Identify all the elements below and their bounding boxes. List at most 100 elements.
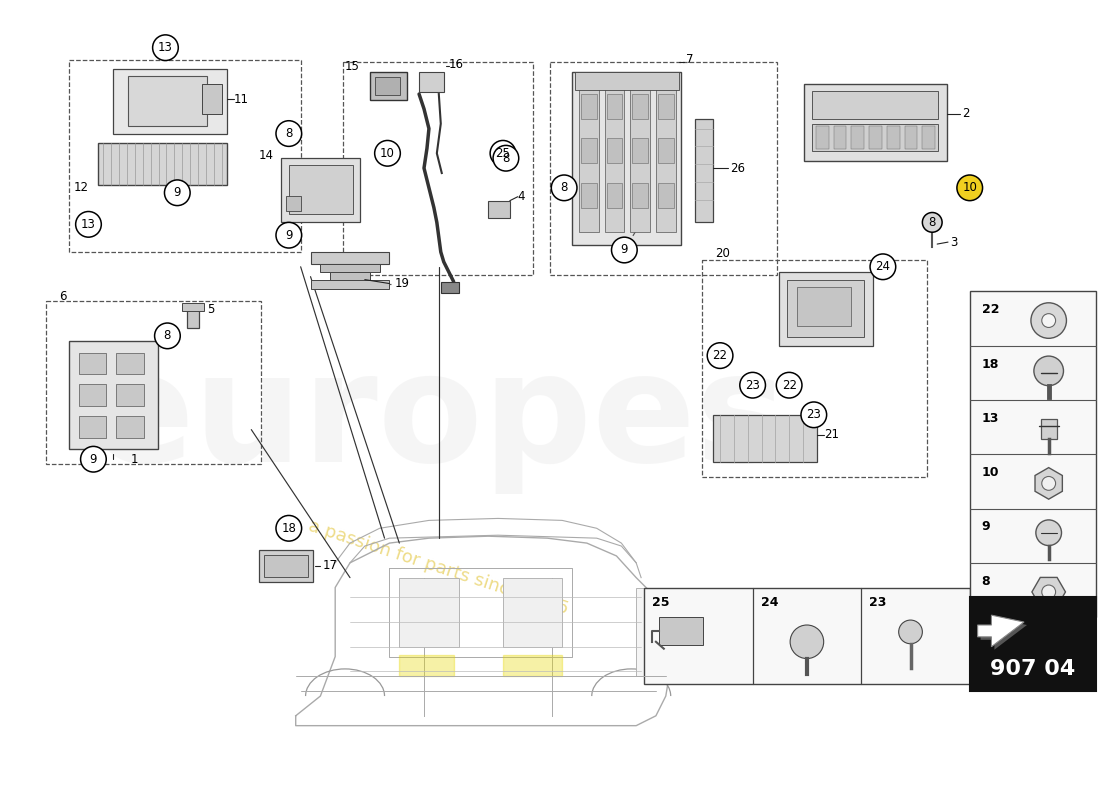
Bar [575, 72, 679, 90]
Text: 21: 21 [824, 428, 838, 441]
Text: 8: 8 [561, 182, 568, 194]
Bar [78, 353, 107, 374]
Polygon shape [980, 618, 1027, 650]
Bar [1041, 419, 1057, 439]
Circle shape [870, 254, 895, 280]
Bar [419, 72, 443, 92]
Circle shape [493, 146, 519, 171]
Bar [113, 70, 227, 134]
Bar [78, 416, 107, 438]
Polygon shape [399, 654, 453, 676]
Bar [798, 286, 851, 326]
Bar [202, 84, 222, 114]
Text: 10: 10 [962, 182, 977, 194]
Bar [606, 183, 623, 207]
Text: 3: 3 [950, 236, 957, 249]
Bar [656, 79, 675, 232]
Text: 16: 16 [449, 58, 464, 71]
Bar [581, 94, 596, 118]
Bar [117, 353, 144, 374]
Circle shape [1034, 356, 1064, 386]
Text: 18: 18 [981, 358, 999, 370]
Text: 13: 13 [158, 41, 173, 54]
Text: 13: 13 [981, 412, 999, 425]
Text: 17: 17 [322, 559, 338, 572]
Circle shape [76, 211, 101, 237]
Bar [375, 78, 400, 95]
Bar [904, 126, 917, 150]
Bar [117, 416, 144, 438]
Circle shape [790, 625, 824, 658]
Bar [887, 126, 900, 150]
Text: 23: 23 [806, 408, 822, 422]
Bar [632, 94, 648, 118]
Bar [658, 94, 673, 118]
Bar [343, 62, 532, 274]
Text: 25: 25 [652, 596, 670, 610]
Bar [851, 126, 865, 150]
Bar [68, 341, 157, 450]
Circle shape [777, 372, 802, 398]
Text: 11: 11 [233, 93, 249, 106]
Bar [970, 598, 1096, 691]
Bar [632, 183, 648, 207]
Bar [695, 118, 713, 222]
Bar [816, 126, 828, 150]
Bar [78, 384, 107, 406]
Text: 22: 22 [782, 378, 796, 392]
Text: 26: 26 [730, 162, 745, 174]
Text: 4: 4 [518, 190, 526, 203]
Text: 8: 8 [285, 127, 293, 140]
Bar [310, 280, 389, 290]
Bar [658, 138, 673, 163]
Bar [68, 59, 300, 252]
Bar [606, 94, 623, 118]
Circle shape [740, 372, 766, 398]
Bar [46, 302, 261, 464]
Circle shape [1031, 302, 1066, 338]
Text: 8: 8 [928, 216, 936, 229]
Circle shape [551, 175, 578, 201]
Circle shape [276, 515, 301, 541]
Bar [187, 306, 199, 328]
Bar [330, 272, 370, 280]
Text: 907 04: 907 04 [990, 659, 1076, 679]
Text: 18: 18 [282, 522, 296, 534]
Polygon shape [1035, 467, 1063, 499]
Text: 12: 12 [74, 182, 88, 194]
Bar [630, 79, 650, 232]
Circle shape [801, 402, 826, 428]
Circle shape [1042, 314, 1056, 327]
Text: 13: 13 [81, 218, 96, 231]
Bar [923, 126, 935, 150]
Circle shape [153, 35, 178, 61]
Text: 22: 22 [981, 303, 999, 316]
Text: 6: 6 [59, 290, 66, 303]
Text: 14: 14 [258, 149, 274, 162]
Circle shape [491, 141, 516, 166]
Bar [280, 158, 360, 222]
Polygon shape [978, 615, 1024, 646]
Bar [605, 79, 625, 232]
Text: a passion for parts since 1985: a passion for parts since 1985 [307, 517, 571, 618]
Text: 19: 19 [395, 277, 409, 290]
Text: 8: 8 [164, 330, 172, 342]
Bar [260, 550, 313, 582]
Text: 25: 25 [495, 146, 510, 160]
Circle shape [1042, 585, 1056, 599]
Bar [658, 183, 673, 207]
Text: 1: 1 [131, 453, 139, 466]
Bar [183, 303, 204, 311]
Polygon shape [1032, 578, 1066, 606]
Text: 9: 9 [981, 520, 990, 534]
Bar [117, 384, 144, 406]
Circle shape [80, 446, 107, 472]
Circle shape [899, 620, 923, 644]
Text: 9: 9 [174, 186, 182, 199]
Circle shape [375, 141, 400, 166]
Text: 22: 22 [713, 349, 727, 362]
Bar [441, 282, 459, 294]
Bar [320, 264, 379, 272]
Bar [264, 555, 308, 577]
Text: 24: 24 [760, 596, 778, 610]
